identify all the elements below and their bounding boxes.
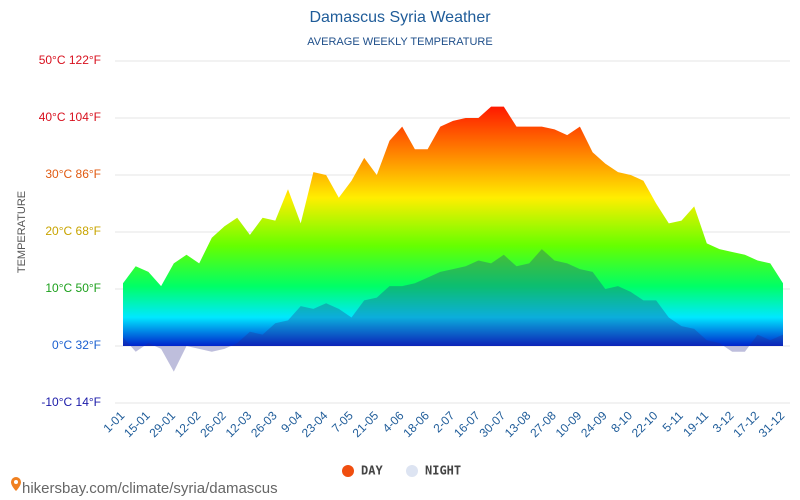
x-tick-label: 12-03 xyxy=(223,408,255,440)
x-tick-label: 26-03 xyxy=(248,408,280,440)
y-tick-label: 30°C 86°F xyxy=(45,167,101,181)
chart-subtitle: AVERAGE WEEKLY TEMPERATURE xyxy=(307,36,492,48)
x-tick-label: 26-02 xyxy=(197,408,229,440)
y-tick-label: 10°C 50°F xyxy=(45,281,101,295)
night-area xyxy=(123,249,783,372)
x-tick-label: 10-09 xyxy=(553,408,585,440)
x-tick-label: 29-01 xyxy=(147,408,179,440)
y-tick-label: 40°C 104°F xyxy=(39,110,101,124)
pin-icon xyxy=(11,477,21,491)
x-tick-label: 12-02 xyxy=(172,408,204,440)
y-tick-label: -10°C 14°F xyxy=(41,395,101,409)
y-tick-label: 50°C 122°F xyxy=(39,53,101,67)
chart-title: Damascus Syria Weather xyxy=(309,9,491,26)
legend-marker xyxy=(342,465,354,477)
x-tick-label: 13-08 xyxy=(502,408,534,440)
source: hikersbay.com/climate/syria/damascus xyxy=(22,480,278,497)
legend-label: NIGHT xyxy=(425,464,461,478)
x-tick-label: 21-05 xyxy=(350,408,382,440)
x-tick-label: 18-06 xyxy=(400,408,432,440)
y-tick-label: 20°C 68°F xyxy=(45,224,101,238)
x-tick-label: 19-11 xyxy=(680,408,711,439)
x-tick-label: 22-10 xyxy=(629,408,661,440)
x-tick-label: 23-04 xyxy=(299,408,331,440)
y-axis-label: TEMPERATURE xyxy=(16,191,28,273)
x-tick-label: 31-12 xyxy=(756,408,788,440)
x-tick-label: 17-12 xyxy=(730,408,762,440)
y-tick-label: 0°C 32°F xyxy=(52,338,101,352)
x-tick-label: 16-07 xyxy=(451,408,483,440)
legend-marker xyxy=(406,465,418,477)
x-tick-label: 30-07 xyxy=(477,408,509,440)
legend-label: DAY xyxy=(361,464,383,478)
x-tick-label: 15-01 xyxy=(121,408,153,440)
day-area xyxy=(123,106,783,346)
x-tick-label: 27-08 xyxy=(527,408,559,440)
x-tick-label: 24-09 xyxy=(578,408,610,440)
